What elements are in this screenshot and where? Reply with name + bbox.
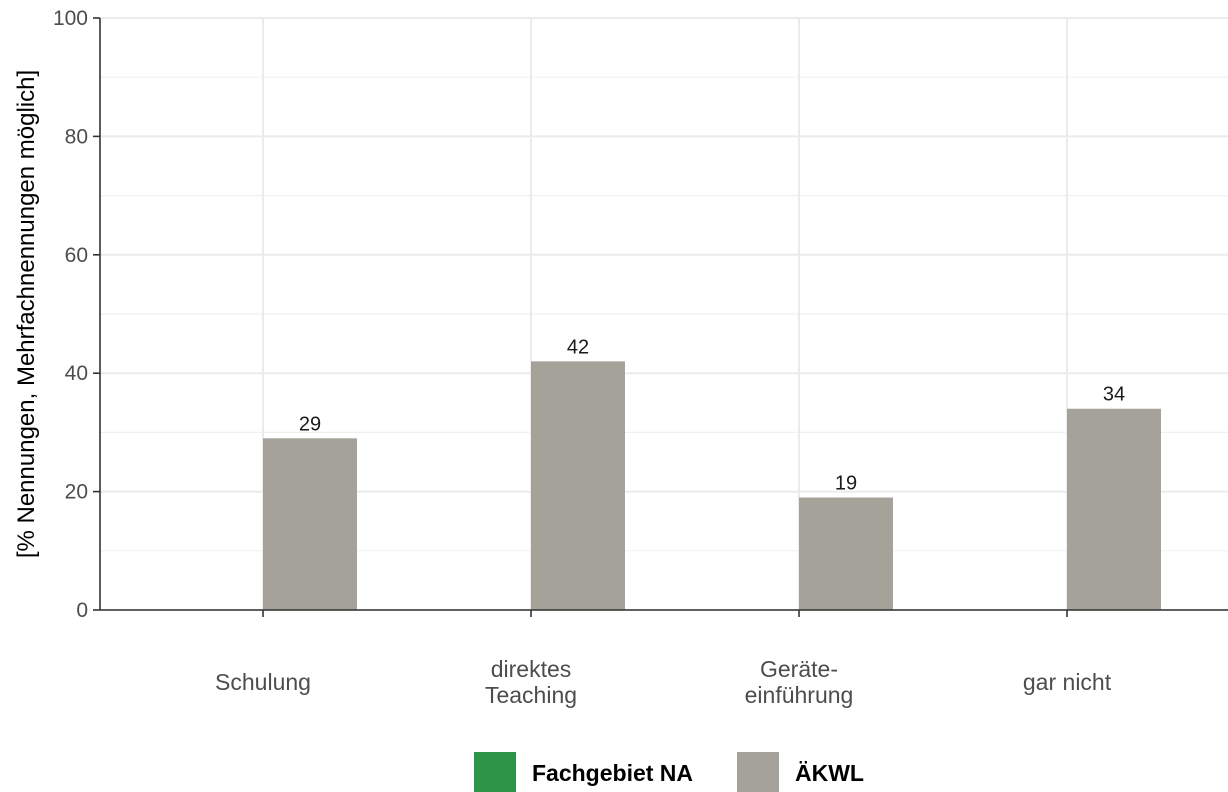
- y-tick-label: 80: [65, 125, 88, 148]
- legend-swatch: [737, 752, 779, 792]
- data-label: 19: [835, 473, 857, 495]
- y-tick-label: 20: [65, 481, 88, 504]
- bar: [531, 361, 625, 610]
- legend-label: ÄKWL: [795, 760, 864, 786]
- legend: Fachgebiet NA ÄKWL: [474, 752, 864, 792]
- y-tick-label: 60: [65, 244, 88, 267]
- bar: [1067, 408, 1161, 610]
- data-label: 42: [567, 336, 589, 358]
- labels: 29 42 19 34 0 20 40 60 80 100 Schulung direktes Teac…: [53, 7, 1125, 708]
- x-tick-label: Schulung: [215, 669, 311, 695]
- x-tick-label: gar nicht: [1023, 669, 1112, 695]
- y-tick-label: 0: [76, 599, 88, 622]
- bar: [799, 497, 893, 610]
- y-axis-title: [% Nennungen, Mehrfachnennungen möglich]: [13, 70, 40, 558]
- x-tick-label: Geräte-einführung: [745, 656, 854, 708]
- bar: [263, 438, 357, 610]
- data-label: 34: [1103, 384, 1125, 406]
- legend-label: Fachgebiet NA: [532, 760, 693, 786]
- bars: [263, 361, 1161, 610]
- x-tick-label: direktes Teaching: [485, 656, 577, 708]
- y-tick-label: 40: [65, 362, 88, 385]
- data-label: 29: [299, 413, 321, 435]
- legend-swatch: [474, 752, 516, 792]
- axes: [93, 17, 1228, 617]
- y-tick-label: 100: [53, 7, 88, 30]
